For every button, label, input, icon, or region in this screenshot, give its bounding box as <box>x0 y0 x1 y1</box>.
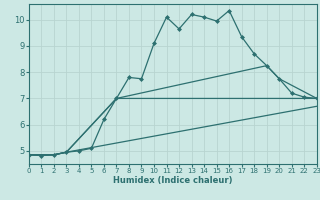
X-axis label: Humidex (Indice chaleur): Humidex (Indice chaleur) <box>113 176 233 185</box>
